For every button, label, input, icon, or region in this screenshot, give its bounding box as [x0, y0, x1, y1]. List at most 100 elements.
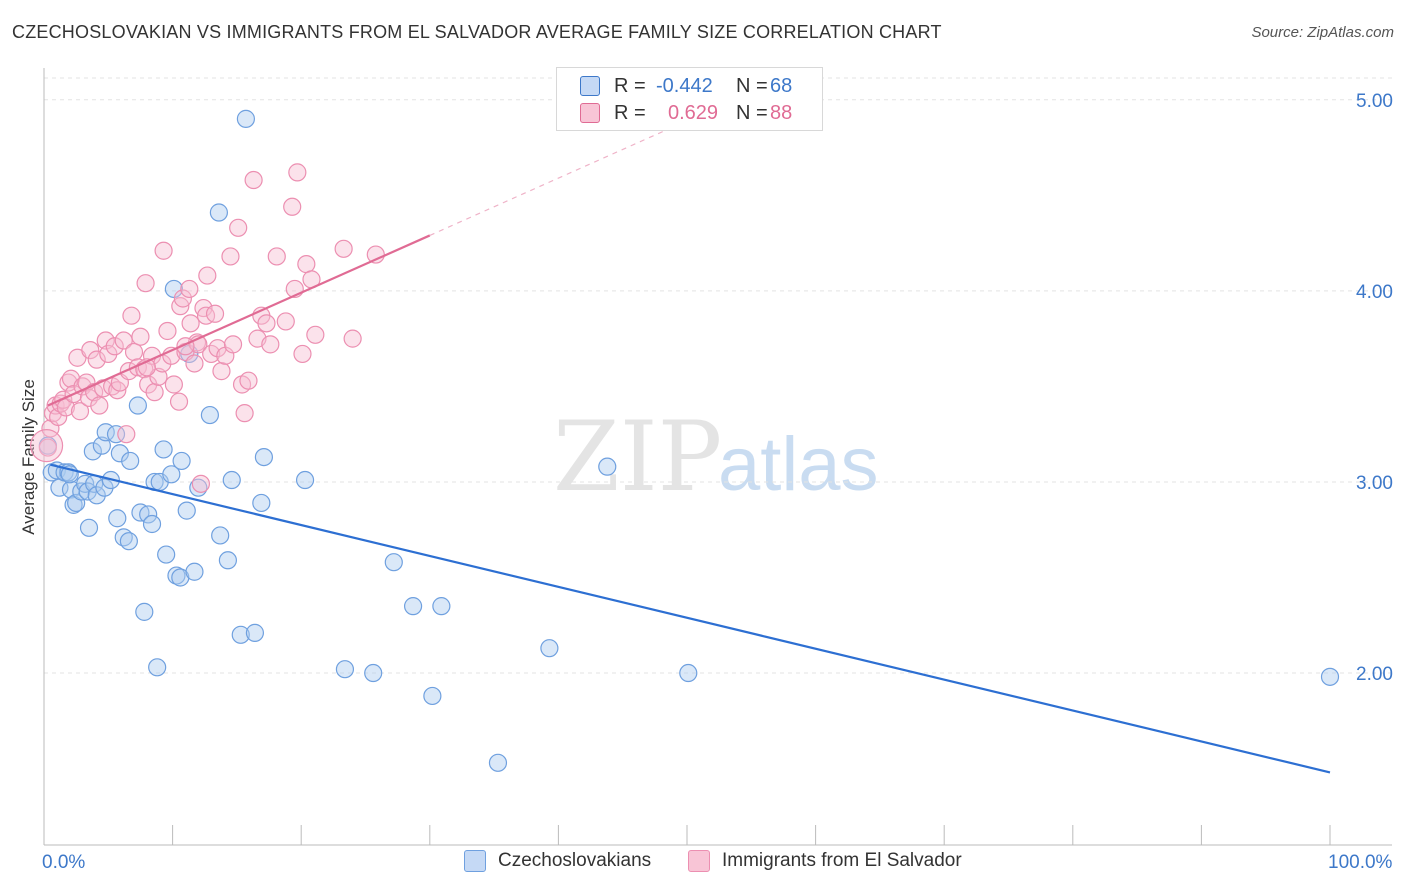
legend-label: Czechoslovakians [498, 850, 652, 871]
point-el-salvador [306, 325, 325, 344]
point-el-salvador [87, 350, 106, 369]
stats-row-czechoslovakians: R = -0.442 N = 68 [557, 72, 792, 100]
point-cluster-marker [29, 429, 64, 463]
point-czechoslovakians [254, 447, 274, 467]
point-czechoslovakians [423, 686, 442, 706]
point-el-salvador [90, 396, 109, 415]
point-czechoslovakians [245, 623, 265, 642]
point-czechoslovakians [211, 526, 230, 545]
point-el-salvador [154, 241, 173, 260]
point-czechoslovakians [95, 478, 114, 497]
y-axis-label: Average Family Size [19, 379, 38, 535]
point-czechoslovakians [110, 444, 129, 463]
point-czechoslovakians [172, 451, 191, 471]
point-czechoslovakians [119, 532, 138, 551]
point-el-salvador [181, 314, 200, 333]
point-el-salvador [229, 218, 248, 237]
point-el-salvador [239, 371, 258, 390]
legend-swatch-pink [580, 103, 600, 123]
point-el-salvador [208, 339, 227, 358]
point-czechoslovakians [384, 553, 403, 572]
point-czechoslovakians [403, 597, 423, 616]
point-el-salvador [221, 247, 240, 266]
trendline-czechoslovakians [50, 463, 1331, 774]
n-value: 68 [770, 74, 793, 97]
point-el-salvador [158, 321, 177, 341]
point-czechoslovakians [139, 505, 158, 524]
point-czechoslovakians [231, 625, 250, 644]
point-el-salvador [180, 279, 199, 299]
point-el-salvador [105, 337, 124, 356]
point-el-salvador [244, 170, 263, 190]
point-czechoslovakians [64, 495, 83, 514]
point-czechoslovakians [162, 465, 181, 484]
legend-item-czechoslovakians: Czechoslovakians [464, 850, 651, 872]
legend-swatch-blue [464, 850, 486, 872]
point-el-salvador [131, 327, 150, 346]
point-el-salvador [293, 344, 312, 364]
legend-swatch-blue [580, 76, 600, 96]
point-el-salvador [343, 329, 362, 348]
point-el-salvador [173, 289, 192, 308]
point-czechoslovakians [185, 562, 204, 581]
point-czechoslovakians [177, 501, 196, 520]
point-czechoslovakians [142, 514, 162, 534]
legend-swatch-pink [688, 850, 710, 872]
r-value: 0.629 [668, 101, 719, 124]
y-tick-label: 3.00 [1356, 473, 1393, 494]
point-czechoslovakians [236, 109, 256, 128]
point-el-salvador [79, 388, 99, 407]
point-el-salvador [198, 266, 217, 285]
point-czechoslovakians [83, 442, 102, 461]
point-czechoslovakians [106, 425, 126, 444]
y-tick-label: 2.00 [1356, 664, 1393, 685]
point-czechoslovakians [200, 405, 219, 425]
point-czechoslovakians [108, 509, 127, 528]
point-czechoslovakians [209, 203, 228, 222]
point-czechoslovakians [87, 486, 106, 505]
stats-row-el-salvador: R = 0.629 N = 88 [557, 99, 792, 127]
point-czechoslovakians [432, 597, 451, 616]
point-el-salvador [122, 306, 141, 325]
point-czechoslovakians [540, 639, 559, 658]
r-value: -0.442 [656, 74, 713, 97]
point-czechoslovakians [679, 663, 698, 683]
point-el-salvador [288, 163, 307, 182]
r-label: R = [614, 74, 646, 97]
legend-item-el-salvador: Immigrants from El Salvador [688, 850, 962, 872]
series-legend: Czechoslovakians Immigrants from El Salv… [0, 850, 1406, 880]
point-czechoslovakians [252, 493, 271, 513]
point-el-salvador [169, 392, 189, 411]
point-czechoslovakians [364, 663, 383, 683]
point-el-salvador [276, 312, 295, 331]
point-el-salvador [96, 331, 115, 350]
point-czechoslovakians [598, 457, 617, 476]
x-tick-min: 0.0% [42, 852, 86, 873]
point-czechoslovakians [154, 440, 173, 459]
point-el-salvador [81, 340, 100, 360]
watermark-atlas: atlas [718, 422, 879, 507]
point-el-salvador [185, 354, 204, 373]
watermark-zip: ZIP [553, 401, 722, 513]
point-el-salvador [205, 304, 225, 323]
point-czechoslovakians [67, 493, 86, 513]
point-el-salvador [212, 362, 231, 381]
point-el-salvador [70, 402, 90, 421]
point-el-salvador [257, 314, 276, 333]
n-label: N = [736, 74, 768, 97]
point-el-salvador [49, 407, 68, 427]
point-czechoslovakians [218, 551, 237, 570]
y-tick-label: 5.00 [1356, 91, 1393, 112]
point-el-salvador [223, 335, 243, 354]
r-label: R = [614, 101, 646, 124]
point-el-salvador [235, 404, 254, 423]
point-el-salvador [164, 375, 183, 394]
point-czechoslovakians [121, 451, 140, 471]
x-tick-max: 100.0% [1328, 852, 1393, 873]
point-el-salvador [261, 335, 280, 354]
point-el-salvador [145, 383, 164, 402]
point-czechoslovakians [92, 436, 111, 455]
point-el-salvador [283, 197, 302, 216]
point-el-salvador [136, 274, 155, 293]
